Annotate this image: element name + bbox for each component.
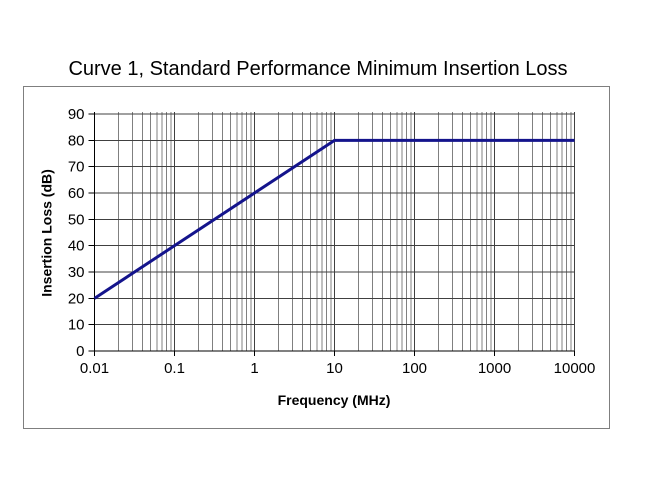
y-tick-label: 60 [68,185,85,202]
x-axis-labels: 0.01 0.1 1 10 100 1000 10000 [80,360,595,377]
y-tick-label: 50 [68,211,85,228]
y-axis-ticks-and-labels: 0 10 20 30 40 50 60 70 80 90 [68,106,95,360]
y-tick-label: 90 [68,106,85,123]
y-axis-title: Insertion Loss (dB) [38,169,55,297]
y-tick-label: 30 [68,264,85,281]
series [93,138,575,300]
plot-svg: 0 10 20 30 40 50 60 70 80 90 0.01 0.1 1 10 100 1000 1000… [68,106,596,377]
x-tick-label: 0.01 [80,360,109,377]
chart-title: Curve 1, Standard Performance Minimum In… [68,58,568,80]
x-tick-label: 10000 [554,360,596,377]
chart-frame: 0 10 20 30 40 50 60 70 80 90 0.01 0.1 1 10 100 1000 1000… [23,86,610,429]
y-tick-label: 10 [68,317,85,334]
x-axis-title: Frequency (MHz) [277,392,391,408]
y-tick-label: 80 [68,132,85,149]
x-tick-label: 100 [402,360,427,377]
y-tick-label: 70 [68,159,85,176]
axis-lines [93,112,575,352]
minor-x-gridlines [118,112,572,351]
x-tick-label: 1000 [478,360,511,377]
x-tick-label: 10 [326,360,343,377]
y-tick-label: 40 [68,238,85,255]
x-tick-label: 0.1 [164,360,185,377]
y-tick-label: 0 [76,343,84,360]
y-tick-label: 20 [68,290,85,307]
series-line-curve-1 [93,138,575,300]
x-tick-label: 1 [250,360,258,377]
